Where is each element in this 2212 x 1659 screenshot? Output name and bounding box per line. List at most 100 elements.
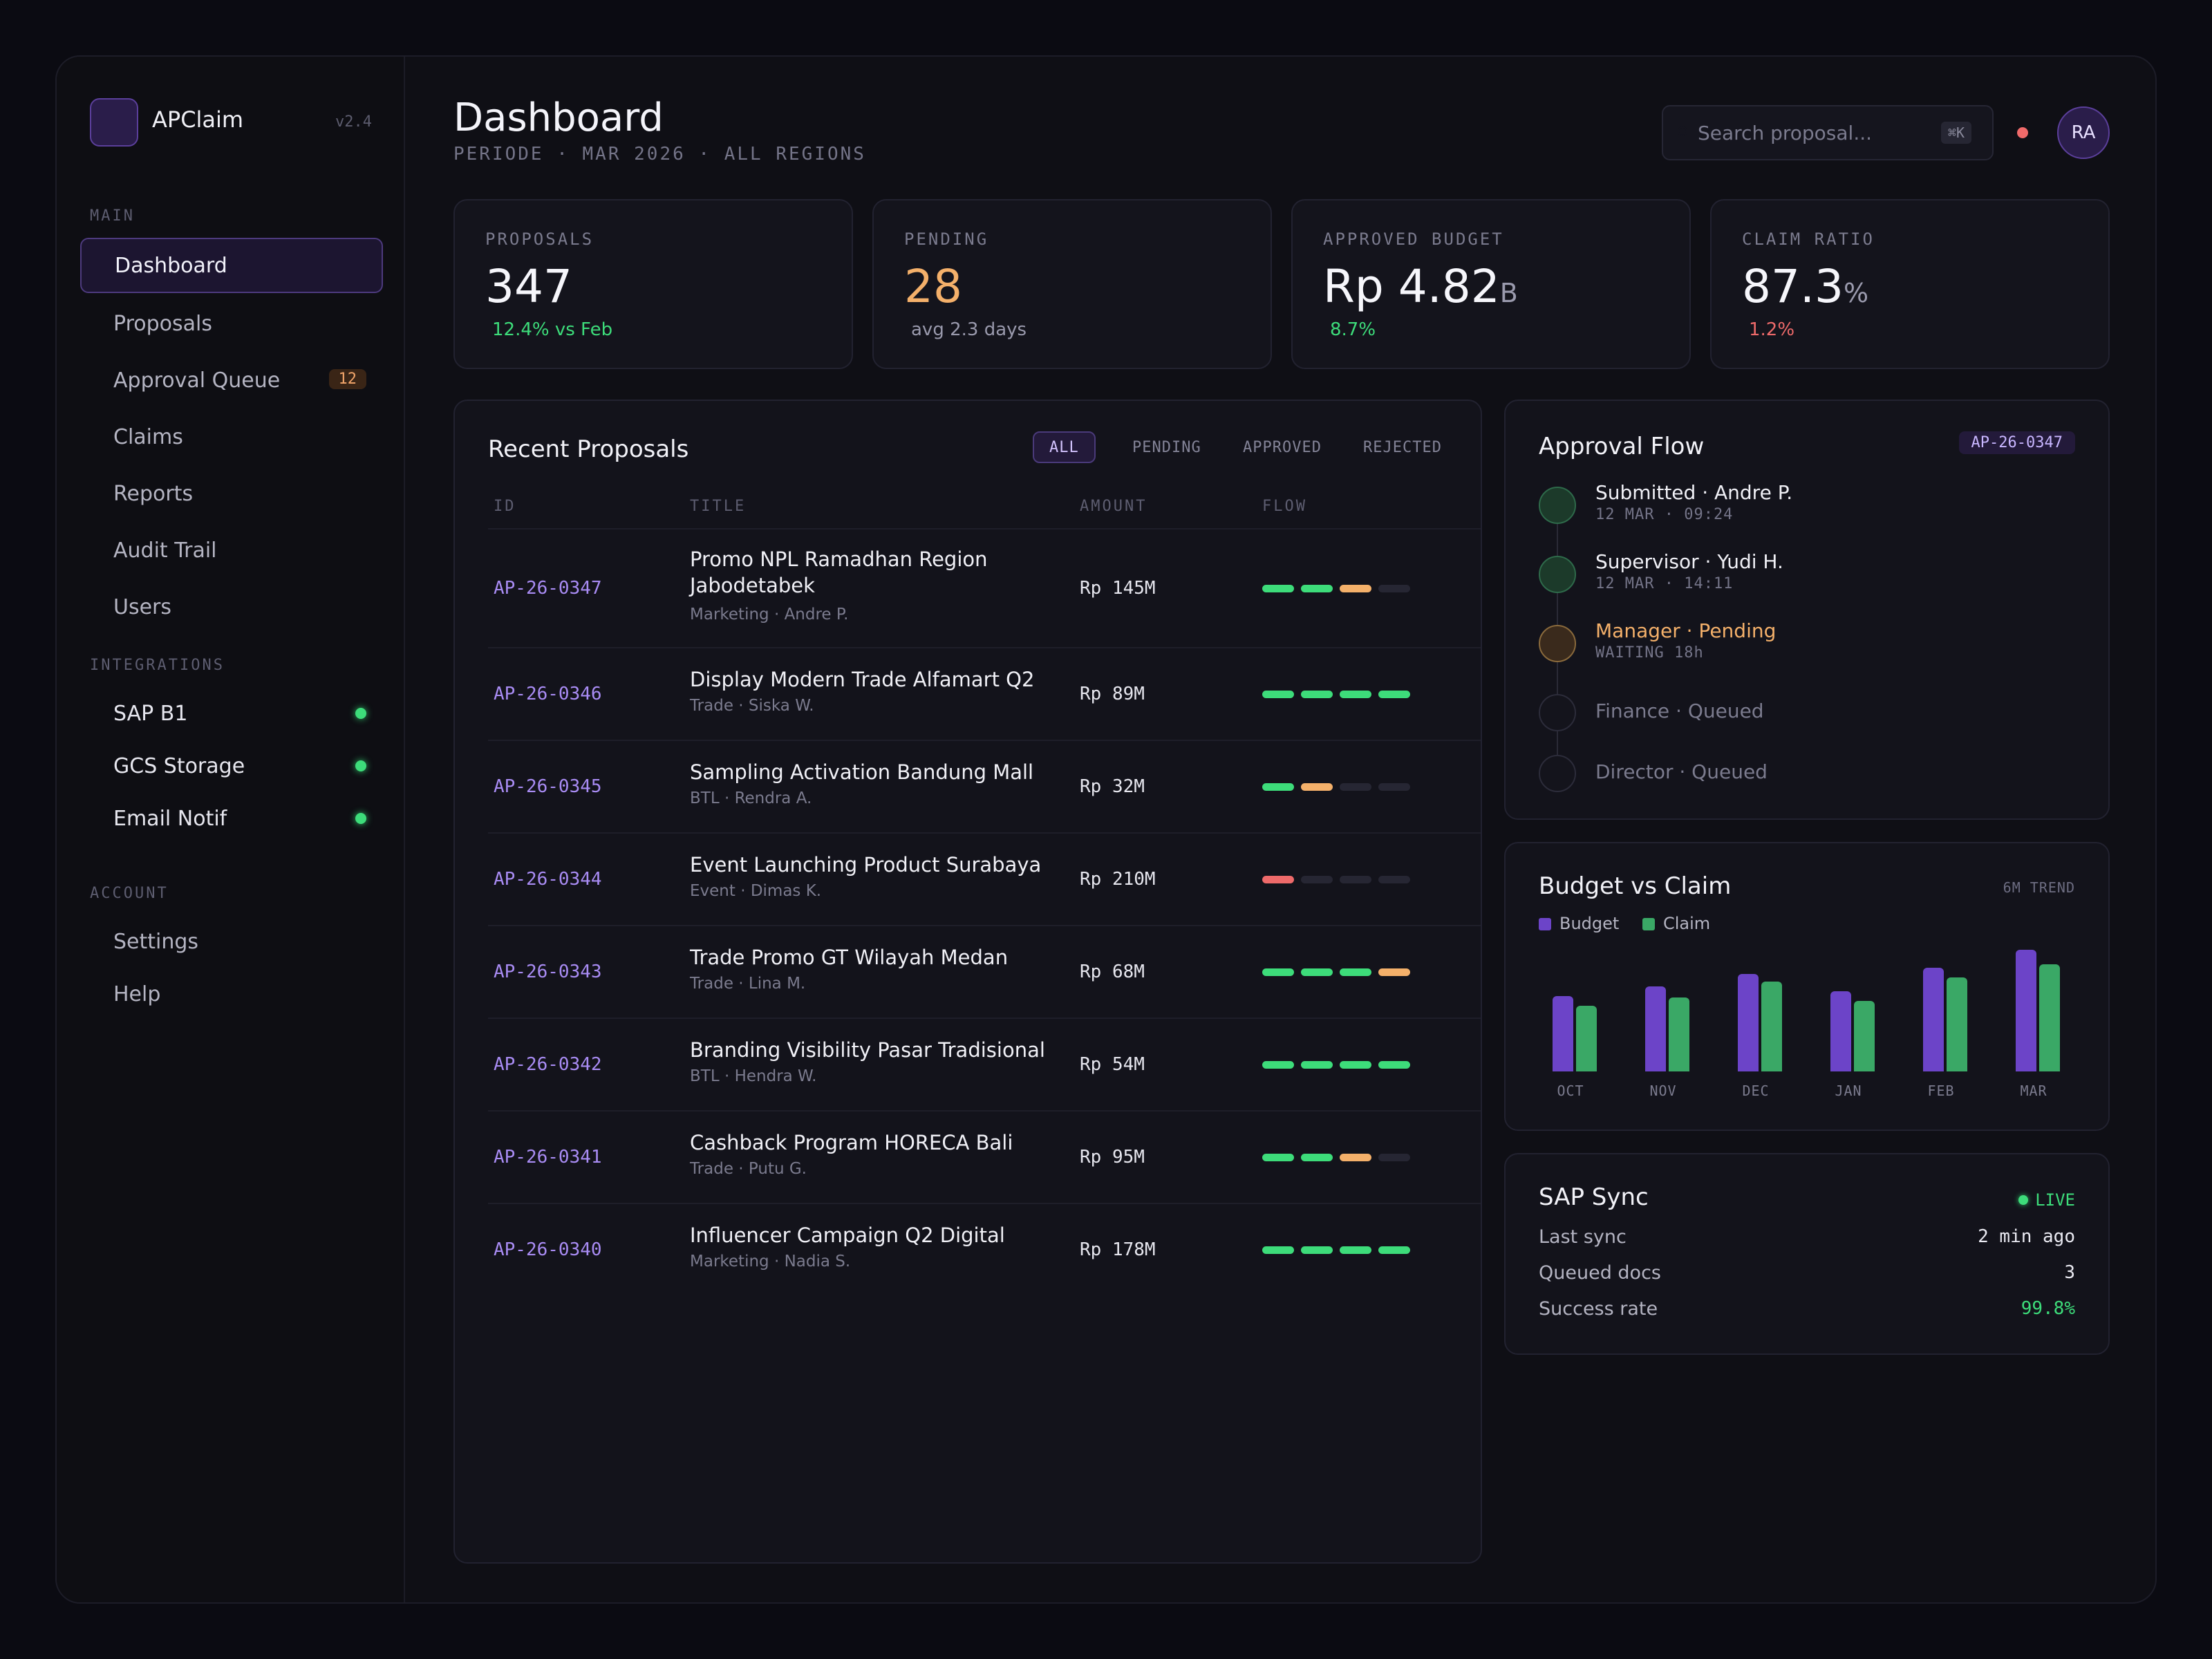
proposal-id[interactable]: AP-26-0341 xyxy=(494,1147,602,1168)
sync-stat-label: Success rate xyxy=(1539,1298,1658,1320)
table-row[interactable]: AP-26-0340 Influencer Campaign Q2 Digital… xyxy=(488,1203,1481,1295)
table-row[interactable]: AP-26-0346 Display Modern Trade Alfamart … xyxy=(488,647,1481,740)
proposal-id[interactable]: AP-26-0340 xyxy=(494,1239,602,1260)
x-tick-label: JAN xyxy=(1835,1082,1862,1099)
table-row[interactable]: AP-26-0347 Promo NPL Ramadhan Region Jabo… xyxy=(488,528,1481,647)
flow-segment xyxy=(1262,783,1294,791)
proposal-id[interactable]: AP-26-0345 xyxy=(494,776,602,797)
sync-stat-value: 2 min ago xyxy=(1978,1226,2075,1247)
chart-title: Budget vs Claim xyxy=(1539,872,1732,900)
proposal-title: Cashback Program HORECA Bali xyxy=(690,1131,1013,1154)
sidebar: APClaim v2.4 MAIN Dashboard Proposals Appr… xyxy=(57,57,405,1602)
sidebar-item-proposals[interactable]: Proposals xyxy=(80,296,383,351)
sidebar-item-label: Email Notif xyxy=(113,806,227,831)
proposal-id[interactable]: AP-26-0347 xyxy=(494,578,602,599)
sidebar-item-label: Users xyxy=(113,594,172,619)
table-row[interactable]: AP-26-0342 Branding Visibility Pasar Trad… xyxy=(488,1018,1481,1110)
flow-segment xyxy=(1378,1154,1410,1161)
legend-budget-swatch xyxy=(1539,918,1551,930)
flow-segment xyxy=(1262,1246,1294,1254)
filter-tab-all[interactable]: ALL xyxy=(1033,431,1096,463)
flow-segment xyxy=(1262,1061,1294,1069)
sidebar-item-email-notif[interactable]: Email Notif xyxy=(80,791,383,846)
step-queued-icon xyxy=(1539,755,1576,792)
bar-claim-nov xyxy=(1669,997,1689,1071)
filter-tab-approved[interactable]: APPROVED xyxy=(1243,438,1322,456)
proposal-title: Branding Visibility Pasar Tradisional xyxy=(690,1038,1045,1062)
proposal-id-badge[interactable]: AP-26-0347 xyxy=(1958,431,2075,454)
proposal-title: Event Launching Product Surabaya xyxy=(690,853,1042,877)
sidebar-item-help[interactable]: Help xyxy=(80,966,383,1022)
flow-segment xyxy=(1301,585,1333,592)
search-input[interactable] xyxy=(1698,119,1905,147)
proposal-id[interactable]: AP-26-0342 xyxy=(494,1054,602,1075)
kpi-delta: avg 2.3 days xyxy=(911,319,1027,340)
search-shortcut-badge: ⌘K xyxy=(1940,122,1971,144)
app-logo-icon xyxy=(90,98,138,147)
sidebar-item-reports[interactable]: Reports xyxy=(80,466,383,521)
flow-segment xyxy=(1378,1246,1410,1254)
app-name: APClaim xyxy=(152,106,244,133)
sidebar-item-settings[interactable]: Settings xyxy=(80,914,383,969)
kpi-label: CLAIM RATIO xyxy=(1742,229,1875,249)
flow-segment xyxy=(1301,876,1333,883)
search-icon xyxy=(1678,126,1687,136)
legend-claim-swatch xyxy=(1642,918,1655,930)
proposal-owner: Event · Dimas K. xyxy=(690,882,822,900)
filter-tab-pending[interactable]: PENDING xyxy=(1132,438,1201,456)
page-title: Dashboard xyxy=(453,95,664,140)
section-label-account: ACCOUNT xyxy=(90,885,169,902)
flow-segment xyxy=(1301,1154,1333,1161)
notification-dot-icon[interactable] xyxy=(2017,127,2028,138)
proposal-title: Trade Promo GT Wilayah Medan xyxy=(690,946,1009,969)
flow-segment xyxy=(1340,691,1371,698)
section-label-integrations: INTEGRATIONS xyxy=(90,657,225,674)
table-row[interactable]: AP-26-0344 Event Launching Product Suraba… xyxy=(488,832,1481,925)
bar-claim-mar xyxy=(2039,964,2060,1071)
proposal-owner: BTL · Rendra A. xyxy=(690,789,812,807)
column-header-id: ID xyxy=(494,498,516,515)
bar-budget-dec xyxy=(1738,974,1759,1071)
kpi-value: Rp 4.82B xyxy=(1323,260,1518,313)
sync-stat-label: Last sync xyxy=(1539,1226,1627,1248)
proposal-id[interactable]: AP-26-0346 xyxy=(494,684,602,704)
sidebar-item-sap-b1[interactable]: SAP B1 xyxy=(80,686,383,741)
table-row[interactable]: AP-26-0341 Cashback Program HORECA Bali Tr… xyxy=(488,1110,1481,1203)
sidebar-item-approval-queue[interactable]: Approval Queue 12 xyxy=(80,353,383,408)
sync-stat-value: 3 xyxy=(2064,1262,2075,1283)
sidebar-item-label: Reports xyxy=(113,481,194,506)
sidebar-item-users[interactable]: Users xyxy=(80,579,383,635)
search-box[interactable]: ⌘K xyxy=(1662,105,1994,160)
proposal-id[interactable]: AP-26-0343 xyxy=(494,962,602,982)
proposal-id[interactable]: AP-26-0344 xyxy=(494,869,602,890)
sidebar-item-claims[interactable]: Claims xyxy=(80,409,383,465)
proposal-amount: Rp 32M xyxy=(1080,776,1145,797)
filter-tab-rejected[interactable]: REJECTED xyxy=(1363,438,1442,456)
user-avatar[interactable]: RA xyxy=(2057,106,2110,159)
table-row[interactable]: AP-26-0345 Sampling Activation Bandung Ma… xyxy=(488,740,1481,832)
status-online-icon xyxy=(355,708,366,719)
approval-flow-progress xyxy=(1262,1154,1410,1161)
page-subtitle: PERIODE · MAR 2026 · ALL REGIONS xyxy=(453,144,866,165)
approval-flow-progress xyxy=(1262,783,1410,791)
flow-segment xyxy=(1378,1061,1410,1069)
bar-claim-jan xyxy=(1854,1000,1875,1071)
proposal-amount: Rp 54M xyxy=(1080,1054,1145,1075)
flow-segment xyxy=(1378,691,1410,698)
flow-segment xyxy=(1262,968,1294,976)
flow-segment xyxy=(1301,783,1333,791)
sidebar-item-audit-trail[interactable]: Audit Trail xyxy=(80,523,383,578)
sidebar-item-gcs-storage[interactable]: GCS Storage xyxy=(80,738,383,794)
approval-flow-progress xyxy=(1262,585,1410,592)
flow-segment xyxy=(1301,1246,1333,1254)
sidebar-item-dashboard[interactable]: Dashboard xyxy=(80,238,383,293)
flow-segment xyxy=(1378,783,1410,791)
kpi-value: 87.3% xyxy=(1742,260,1868,313)
x-tick-label: FEB xyxy=(1927,1082,1955,1099)
flow-segment xyxy=(1301,1061,1333,1069)
x-tick-label: OCT xyxy=(1557,1082,1584,1099)
live-dot-icon xyxy=(2018,1195,2029,1205)
table-row[interactable]: AP-26-0343 Trade Promo GT Wilayah Medan Tr… xyxy=(488,925,1481,1018)
flow-segment xyxy=(1340,968,1371,976)
column-header-title: TITLE xyxy=(690,498,747,515)
